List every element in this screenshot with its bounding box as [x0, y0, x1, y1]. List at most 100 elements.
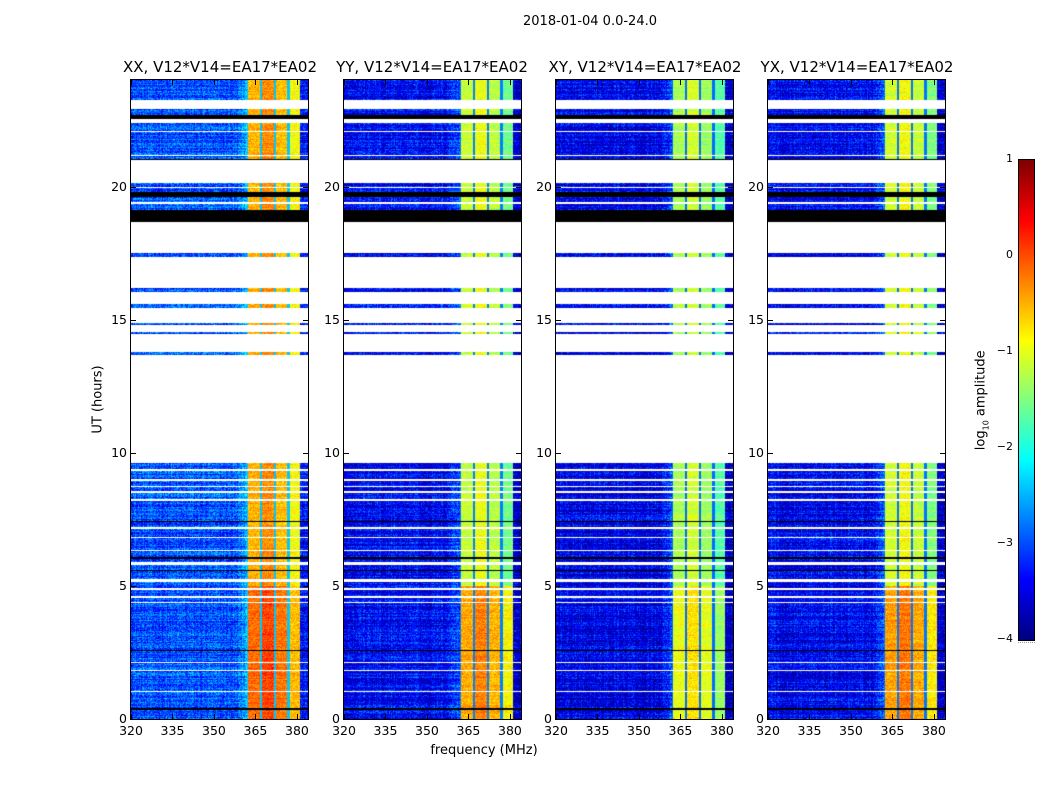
- y-tick: [728, 186, 733, 188]
- heatmap-panel-xx: [130, 79, 309, 720]
- x-tick-label: 335: [797, 723, 822, 738]
- x-tick: [172, 714, 174, 719]
- colorbar-label-log: log: [973, 430, 989, 451]
- y-tick: [940, 585, 945, 587]
- y-tick-label: 15: [748, 311, 764, 327]
- x-tick: [638, 714, 640, 719]
- x-tick: [721, 714, 723, 719]
- x-tick-label: 320: [544, 723, 568, 738]
- heatmap-panel-yx: [767, 79, 946, 720]
- colorbar-tick-label: −4: [996, 632, 1013, 645]
- x-tick: [296, 714, 298, 719]
- x-tick: [597, 80, 599, 85]
- y-tick: [344, 319, 349, 321]
- panel-title-xx: XX, V12*V14=EA17*EA02: [122, 58, 317, 76]
- colorbar-tick-label: −1: [996, 344, 1013, 357]
- x-tick: [509, 80, 511, 85]
- heatmap-xx: [131, 80, 308, 719]
- heatmap-yy: [344, 80, 521, 719]
- x-tick-label: 335: [585, 723, 610, 738]
- x-tick: [768, 80, 769, 85]
- y-tick: [131, 319, 136, 321]
- panel-title-yy: YY, V12*V14=EA17*EA02: [336, 58, 528, 76]
- y-tick-label: 5: [332, 577, 340, 593]
- colorbar-label-base: 10: [981, 420, 991, 431]
- x-tick-label: 380: [498, 723, 522, 738]
- x-tick-label: 320: [756, 723, 780, 738]
- y-tick-label: 20: [324, 178, 340, 194]
- colorbar-label-amplitude: amplitude: [973, 350, 989, 421]
- y-tick: [556, 719, 561, 720]
- x-tick: [509, 714, 511, 719]
- y-tick-label: 0: [544, 711, 552, 726]
- y-tick: [131, 585, 136, 587]
- x-tick-label: 335: [160, 723, 185, 738]
- x-tick: [255, 80, 257, 85]
- y-tick: [940, 186, 945, 188]
- y-tick: [131, 186, 136, 188]
- y-tick: [516, 585, 521, 587]
- x-tick: [131, 714, 132, 719]
- x-tick: [131, 80, 132, 85]
- y-tick: [344, 585, 349, 587]
- y-tick-label: 10: [111, 444, 127, 460]
- x-tick: [809, 80, 811, 85]
- x-tick-label: 320: [332, 723, 356, 738]
- x-tick-label: 335: [373, 723, 398, 738]
- x-tick: [850, 714, 852, 719]
- x-tick: [638, 80, 640, 85]
- y-tick-label: 20: [536, 178, 552, 194]
- colorbar: [1018, 159, 1035, 641]
- colorbar-tick-label: 0: [1006, 248, 1013, 261]
- y-tick: [940, 452, 945, 454]
- y-tick-label: 10: [748, 444, 764, 460]
- x-tick-label: 365: [243, 723, 268, 738]
- y-tick-label: 15: [111, 311, 127, 327]
- x-tick: [680, 714, 682, 719]
- x-tick: [597, 714, 599, 719]
- y-tick: [131, 452, 136, 454]
- x-axis-label: frequency (MHz): [430, 743, 538, 758]
- x-tick: [892, 714, 894, 719]
- x-tick-label: 380: [922, 723, 946, 738]
- x-tick: [556, 80, 557, 85]
- y-tick: [768, 452, 773, 454]
- y-tick: [303, 719, 308, 720]
- y-tick-label: 5: [119, 577, 127, 593]
- x-tick: [213, 80, 215, 85]
- x-tick: [385, 714, 387, 719]
- y-tick: [728, 452, 733, 454]
- heatmap-yx: [768, 80, 945, 719]
- y-tick: [303, 585, 308, 587]
- heatmap-panel-xy: [555, 79, 734, 720]
- y-tick: [728, 719, 733, 720]
- colorbar-tick-label: −3: [996, 536, 1013, 549]
- x-tick: [768, 714, 769, 719]
- y-tick-label: 10: [324, 444, 340, 460]
- x-tick: [468, 80, 470, 85]
- y-tick: [556, 186, 561, 188]
- x-tick: [556, 714, 557, 719]
- x-tick: [850, 80, 852, 85]
- y-tick-label: 0: [119, 711, 127, 726]
- y-tick: [768, 319, 773, 321]
- x-tick: [933, 714, 935, 719]
- y-tick: [940, 719, 945, 720]
- y-tick: [940, 319, 945, 321]
- panel-title-yx: YX, V12*V14=EA17*EA02: [760, 58, 954, 76]
- y-tick: [344, 452, 349, 454]
- y-tick: [728, 319, 733, 321]
- y-tick-label: 15: [324, 311, 340, 327]
- colorbar-label: log10 amplitude: [974, 340, 991, 460]
- figure-title: 2018-01-04 0.0-24.0: [523, 14, 657, 29]
- y-tick-label: 20: [748, 178, 764, 194]
- x-tick: [385, 80, 387, 85]
- x-tick: [892, 80, 894, 85]
- x-tick: [721, 80, 723, 85]
- heatmap-panel-yy: [343, 79, 522, 720]
- y-tick: [303, 452, 308, 454]
- heatmap-xy: [556, 80, 733, 719]
- panel-title-xy: XY, V12*V14=EA17*EA02: [548, 58, 742, 76]
- x-tick: [172, 80, 174, 85]
- y-tick: [131, 719, 136, 720]
